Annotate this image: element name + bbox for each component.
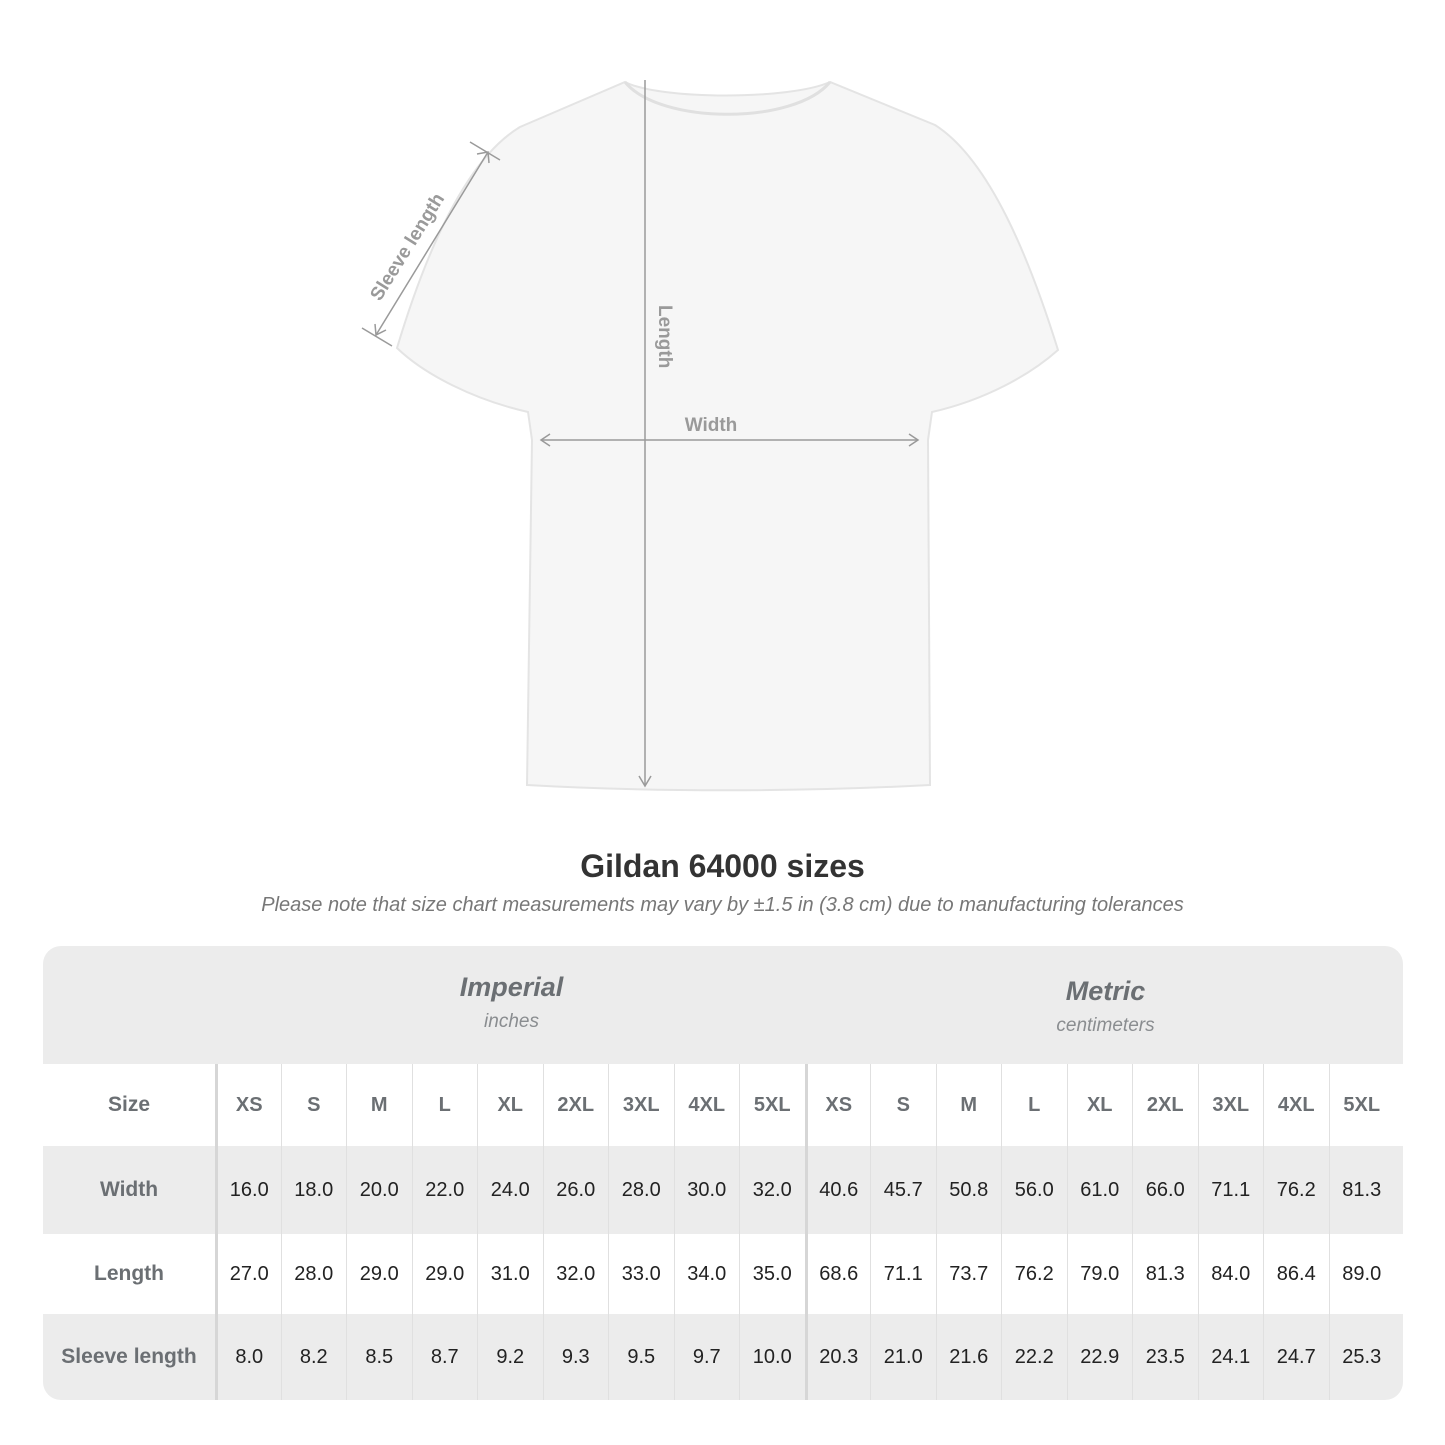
table-cell: 40.6 bbox=[804, 1146, 871, 1234]
table-cell: 66.0 bbox=[1132, 1146, 1198, 1234]
table-cell: 81.3 bbox=[1328, 1146, 1395, 1234]
size-header-cell: 2XL bbox=[542, 1064, 609, 1146]
table-cell: 18.0 bbox=[280, 1146, 347, 1234]
row-label: Size bbox=[107, 1093, 151, 1116]
table-cell: 28.0 bbox=[280, 1234, 347, 1314]
size-header-cell: M bbox=[346, 1064, 412, 1146]
table-cell: 89.0 bbox=[1328, 1234, 1395, 1314]
size-header-cell: XL bbox=[1066, 1064, 1133, 1146]
size-header-cell: S bbox=[280, 1064, 347, 1146]
size-header-cell: M bbox=[935, 1064, 1002, 1146]
table-cell: 31.0 bbox=[477, 1234, 543, 1314]
table-cell: 21.0 bbox=[870, 1314, 936, 1400]
metric-unit: centimeters bbox=[1056, 1015, 1155, 1036]
table-cell: 27.0 bbox=[215, 1234, 281, 1314]
table-row: Width 16.0 18.0 20.0 22.0 24.0 26.0 28.0 30.0 32.… bbox=[43, 1146, 1403, 1234]
tolerance-note: Please note that size chart measurements… bbox=[261, 894, 1184, 916]
size-header-cell: 5XL bbox=[739, 1064, 805, 1146]
size-header-cell: XL bbox=[477, 1064, 543, 1146]
length-label: Length bbox=[654, 305, 675, 368]
table-cell: 26.0 bbox=[542, 1146, 609, 1234]
table-cell: 22.9 bbox=[1066, 1314, 1133, 1400]
row-label: Sleeve length bbox=[61, 1345, 197, 1368]
size-header-cell: L bbox=[411, 1064, 478, 1146]
row-label: Length bbox=[94, 1262, 164, 1285]
size-header-cell: 3XL bbox=[1197, 1064, 1264, 1146]
table-row: Sleeve length 8.0 8.2 8.5 8.7 9.2 9.3 9.5 9.7 10.… bbox=[43, 1314, 1403, 1400]
table-cell: 35.0 bbox=[739, 1234, 805, 1314]
table-cell: 73.7 bbox=[935, 1234, 1002, 1314]
table-cell: 20.0 bbox=[346, 1146, 412, 1234]
table-cell: 71.1 bbox=[1197, 1146, 1264, 1234]
table-cell: 71.1 bbox=[870, 1234, 936, 1314]
table-cell: 25.3 bbox=[1328, 1314, 1395, 1400]
length-arrow-bottom bbox=[638, 775, 652, 788]
table-cell: 9.2 bbox=[477, 1314, 543, 1400]
size-header-cell: S bbox=[870, 1064, 936, 1146]
table-cell: 9.7 bbox=[673, 1314, 740, 1400]
table-cell: 29.0 bbox=[346, 1234, 412, 1314]
table-cell: 28.0 bbox=[608, 1146, 674, 1234]
size-header-cell: XS bbox=[804, 1064, 871, 1146]
table-cell: 32.0 bbox=[739, 1146, 805, 1234]
table-cell: 21.6 bbox=[935, 1314, 1002, 1400]
size-table: Imperial inches Metric centimeters Size X… bbox=[43, 946, 1403, 1400]
size-header-cell: L bbox=[1001, 1064, 1067, 1146]
table-cell: 23.5 bbox=[1132, 1314, 1198, 1400]
table-cell: 8.2 bbox=[280, 1314, 347, 1400]
table-cell: 30.0 bbox=[673, 1146, 740, 1234]
width-label: Width bbox=[685, 415, 738, 436]
table-cell: 22.2 bbox=[1001, 1314, 1067, 1400]
table-cell: 9.3 bbox=[542, 1314, 609, 1400]
table-cell: 34.0 bbox=[673, 1234, 740, 1314]
table-cell: 24.7 bbox=[1263, 1314, 1329, 1400]
table-cell: 29.0 bbox=[411, 1234, 478, 1314]
imperial-unit: inches bbox=[484, 1011, 539, 1032]
table-cell: 45.7 bbox=[870, 1146, 936, 1234]
sleeve-ticks bbox=[361, 141, 501, 347]
table-cell: 10.0 bbox=[739, 1314, 805, 1400]
size-header-cell: XS bbox=[215, 1064, 281, 1146]
size-header-cell: 2XL bbox=[1132, 1064, 1198, 1146]
width-arrows bbox=[539, 433, 920, 447]
table-cell: 61.0 bbox=[1066, 1146, 1133, 1234]
size-header-row: Size XS S M L XL 2XL 3XL 4XL 5XL XS S M L XL 2XL 3XL 4XL 5… bbox=[43, 1064, 1403, 1146]
table-cell: 56.0 bbox=[1001, 1146, 1067, 1234]
tshirt-image bbox=[395, 80, 1060, 792]
size-header-cell: 3XL bbox=[608, 1064, 674, 1146]
table-cell: 33.0 bbox=[608, 1234, 674, 1314]
page-title: Gildan 64000 sizes bbox=[580, 848, 865, 884]
table-cell: 86.4 bbox=[1263, 1234, 1329, 1314]
size-header-cell: 4XL bbox=[1263, 1064, 1329, 1146]
table-cell: 8.5 bbox=[346, 1314, 412, 1400]
table-cell: 16.0 bbox=[215, 1146, 281, 1234]
size-header-cell: 5XL bbox=[1328, 1064, 1395, 1146]
table-cell: 20.3 bbox=[804, 1314, 871, 1400]
collar bbox=[623, 81, 832, 116]
table-cell: 8.7 bbox=[411, 1314, 478, 1400]
table-cell: 32.0 bbox=[542, 1234, 609, 1314]
metric-group-header: Metric centimeters bbox=[808, 946, 1403, 1064]
table-cell: 81.3 bbox=[1132, 1234, 1198, 1314]
table-cell: 24.0 bbox=[477, 1146, 543, 1234]
table-cell: 76.2 bbox=[1263, 1146, 1329, 1234]
table-cell: 79.0 bbox=[1066, 1234, 1133, 1314]
table-cell: 22.0 bbox=[411, 1146, 478, 1234]
table-cell: 24.1 bbox=[1197, 1314, 1264, 1400]
imperial-title: Imperial bbox=[459, 972, 564, 1002]
table-row: Length 27.0 28.0 29.0 29.0 31.0 32.0 33.0 34.0 35… bbox=[43, 1234, 1403, 1314]
table-cell: 9.5 bbox=[608, 1314, 674, 1400]
table-cell: 8.0 bbox=[215, 1314, 281, 1400]
table-cell: 76.2 bbox=[1001, 1234, 1067, 1314]
table-cell: 68.6 bbox=[804, 1234, 871, 1314]
metric-title: Metric bbox=[1065, 976, 1146, 1006]
imperial-group-header: Imperial inches bbox=[215, 946, 808, 1064]
size-header-cell: 4XL bbox=[673, 1064, 740, 1146]
row-label: Width bbox=[99, 1178, 159, 1201]
sleeve-line bbox=[375, 151, 489, 336]
table-cell: 50.8 bbox=[935, 1146, 1002, 1234]
tshirt-diagram: Length Width Sleeve length bbox=[361, 80, 1060, 792]
table-cell: 84.0 bbox=[1197, 1234, 1264, 1314]
